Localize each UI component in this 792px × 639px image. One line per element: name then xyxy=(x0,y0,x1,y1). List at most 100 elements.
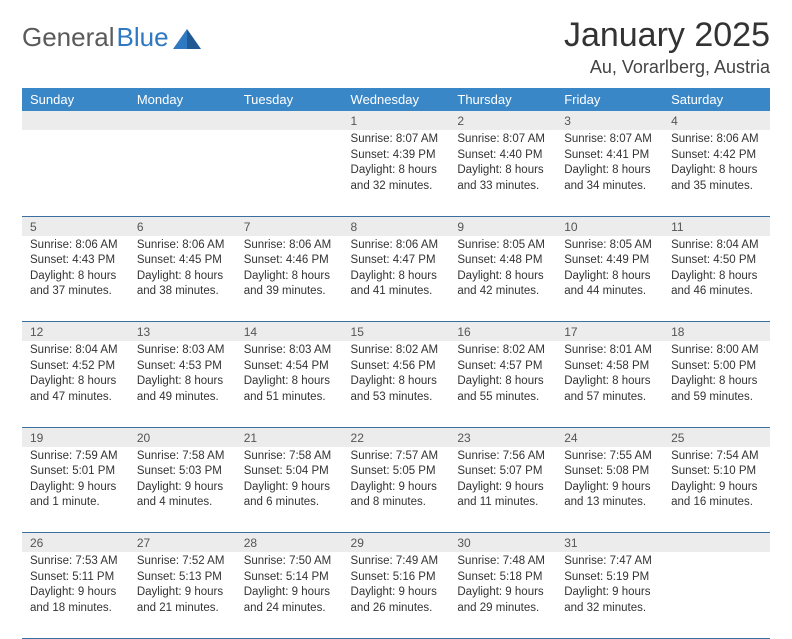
daylight-line: Daylight: 9 hours and 24 minutes. xyxy=(244,585,335,616)
sunset-line: Sunset: 4:45 PM xyxy=(137,253,228,269)
daylight-line: Daylight: 8 hours and 32 minutes. xyxy=(351,163,442,194)
daylight-line: Daylight: 8 hours and 42 minutes. xyxy=(457,269,548,300)
header: GeneralBlue January 2025 Au, Vorarlberg,… xyxy=(22,16,770,78)
day-number xyxy=(236,111,343,130)
daylight-line: Daylight: 8 hours and 51 minutes. xyxy=(244,374,335,405)
day-number-cell: 9 xyxy=(449,216,556,236)
sunrise-line: Sunrise: 8:02 AM xyxy=(351,343,442,359)
day-info: Sunrise: 7:55 AMSunset: 5:08 PMDaylight:… xyxy=(556,447,663,517)
day-number: 31 xyxy=(556,533,663,552)
sunrise-line: Sunrise: 7:54 AM xyxy=(671,449,762,465)
day-number-cell: 4 xyxy=(663,111,770,130)
day-number: 24 xyxy=(556,428,663,447)
day-info-cell: Sunrise: 7:48 AMSunset: 5:18 PMDaylight:… xyxy=(449,552,556,638)
sunset-line: Sunset: 4:41 PM xyxy=(564,148,655,164)
day-number-row: 19202122232425 xyxy=(22,427,770,447)
sunset-line: Sunset: 4:47 PM xyxy=(351,253,442,269)
sunrise-line: Sunrise: 7:58 AM xyxy=(137,449,228,465)
brand-name-b: Blue xyxy=(117,22,169,53)
day-content-row: Sunrise: 7:53 AMSunset: 5:11 PMDaylight:… xyxy=(22,552,770,638)
sunset-line: Sunset: 5:18 PM xyxy=(457,570,548,586)
day-info-cell xyxy=(663,552,770,638)
day-number: 10 xyxy=(556,217,663,236)
daylight-line: Daylight: 8 hours and 33 minutes. xyxy=(457,163,548,194)
daylight-line: Daylight: 8 hours and 34 minutes. xyxy=(564,163,655,194)
sunset-line: Sunset: 4:58 PM xyxy=(564,359,655,375)
daylight-line: Daylight: 9 hours and 21 minutes. xyxy=(137,585,228,616)
daylight-line: Daylight: 8 hours and 44 minutes. xyxy=(564,269,655,300)
day-info-cell: Sunrise: 8:07 AMSunset: 4:41 PMDaylight:… xyxy=(556,130,663,216)
day-info: Sunrise: 8:02 AMSunset: 4:57 PMDaylight:… xyxy=(449,341,556,411)
weekday-header: Thursday xyxy=(449,88,556,111)
day-info-cell: Sunrise: 7:53 AMSunset: 5:11 PMDaylight:… xyxy=(22,552,129,638)
day-number: 25 xyxy=(663,428,770,447)
day-number: 15 xyxy=(343,322,450,341)
day-info-cell: Sunrise: 7:52 AMSunset: 5:13 PMDaylight:… xyxy=(129,552,236,638)
day-number xyxy=(663,533,770,552)
daylight-line: Daylight: 9 hours and 29 minutes. xyxy=(457,585,548,616)
day-number-cell: 5 xyxy=(22,216,129,236)
sunset-line: Sunset: 4:56 PM xyxy=(351,359,442,375)
day-number-cell: 30 xyxy=(449,533,556,553)
sunrise-line: Sunrise: 7:49 AM xyxy=(351,554,442,570)
day-info-cell: Sunrise: 8:00 AMSunset: 5:00 PMDaylight:… xyxy=(663,341,770,427)
sunset-line: Sunset: 5:04 PM xyxy=(244,464,335,480)
day-info-cell: Sunrise: 8:03 AMSunset: 4:53 PMDaylight:… xyxy=(129,341,236,427)
day-info-cell xyxy=(22,130,129,216)
brand-triangle-icon xyxy=(173,27,201,49)
sunrise-line: Sunrise: 8:04 AM xyxy=(671,238,762,254)
sunrise-line: Sunrise: 7:47 AM xyxy=(564,554,655,570)
day-number: 7 xyxy=(236,217,343,236)
daylight-line: Daylight: 8 hours and 41 minutes. xyxy=(351,269,442,300)
day-info: Sunrise: 8:05 AMSunset: 4:48 PMDaylight:… xyxy=(449,236,556,306)
day-number: 26 xyxy=(22,533,129,552)
day-info: Sunrise: 8:06 AMSunset: 4:42 PMDaylight:… xyxy=(663,130,770,200)
day-number-cell: 19 xyxy=(22,427,129,447)
day-info: Sunrise: 8:07 AMSunset: 4:39 PMDaylight:… xyxy=(343,130,450,200)
calendar-header-row: SundayMondayTuesdayWednesdayThursdayFrid… xyxy=(22,88,770,111)
sunset-line: Sunset: 5:16 PM xyxy=(351,570,442,586)
sunset-line: Sunset: 5:13 PM xyxy=(137,570,228,586)
day-info: Sunrise: 8:06 AMSunset: 4:45 PMDaylight:… xyxy=(129,236,236,306)
day-info-cell: Sunrise: 7:59 AMSunset: 5:01 PMDaylight:… xyxy=(22,447,129,533)
day-number xyxy=(129,111,236,130)
sunset-line: Sunset: 5:11 PM xyxy=(30,570,121,586)
daylight-line: Daylight: 9 hours and 32 minutes. xyxy=(564,585,655,616)
daylight-line: Daylight: 8 hours and 59 minutes. xyxy=(671,374,762,405)
day-number-cell: 3 xyxy=(556,111,663,130)
day-info: Sunrise: 8:07 AMSunset: 4:40 PMDaylight:… xyxy=(449,130,556,200)
day-info-cell xyxy=(129,130,236,216)
day-info-cell: Sunrise: 8:02 AMSunset: 4:57 PMDaylight:… xyxy=(449,341,556,427)
sunrise-line: Sunrise: 8:07 AM xyxy=(457,132,548,148)
day-number: 30 xyxy=(449,533,556,552)
day-number: 27 xyxy=(129,533,236,552)
daylight-line: Daylight: 9 hours and 6 minutes. xyxy=(244,480,335,511)
sunset-line: Sunset: 5:07 PM xyxy=(457,464,548,480)
day-info: Sunrise: 8:06 AMSunset: 4:46 PMDaylight:… xyxy=(236,236,343,306)
day-info: Sunrise: 7:56 AMSunset: 5:07 PMDaylight:… xyxy=(449,447,556,517)
day-number: 12 xyxy=(22,322,129,341)
day-number-cell xyxy=(22,111,129,130)
location-label: Au, Vorarlberg, Austria xyxy=(564,57,770,78)
day-number: 4 xyxy=(663,111,770,130)
day-info-cell: Sunrise: 8:06 AMSunset: 4:43 PMDaylight:… xyxy=(22,236,129,322)
daylight-line: Daylight: 8 hours and 38 minutes. xyxy=(137,269,228,300)
day-number-cell: 2 xyxy=(449,111,556,130)
daylight-line: Daylight: 9 hours and 26 minutes. xyxy=(351,585,442,616)
day-info-cell: Sunrise: 8:04 AMSunset: 4:50 PMDaylight:… xyxy=(663,236,770,322)
day-info-cell: Sunrise: 8:05 AMSunset: 4:49 PMDaylight:… xyxy=(556,236,663,322)
title-block: January 2025 Au, Vorarlberg, Austria xyxy=(564,16,770,78)
sunset-line: Sunset: 5:08 PM xyxy=(564,464,655,480)
day-number-cell: 22 xyxy=(343,427,450,447)
sunrise-line: Sunrise: 7:50 AM xyxy=(244,554,335,570)
sunrise-line: Sunrise: 7:56 AM xyxy=(457,449,548,465)
day-info: Sunrise: 8:04 AMSunset: 4:52 PMDaylight:… xyxy=(22,341,129,411)
sunrise-line: Sunrise: 8:00 AM xyxy=(671,343,762,359)
sunrise-line: Sunrise: 8:07 AM xyxy=(564,132,655,148)
daylight-line: Daylight: 8 hours and 47 minutes. xyxy=(30,374,121,405)
day-number-cell: 1 xyxy=(343,111,450,130)
daylight-line: Daylight: 9 hours and 16 minutes. xyxy=(671,480,762,511)
day-number: 6 xyxy=(129,217,236,236)
weekday-header: Saturday xyxy=(663,88,770,111)
sunrise-line: Sunrise: 8:05 AM xyxy=(564,238,655,254)
